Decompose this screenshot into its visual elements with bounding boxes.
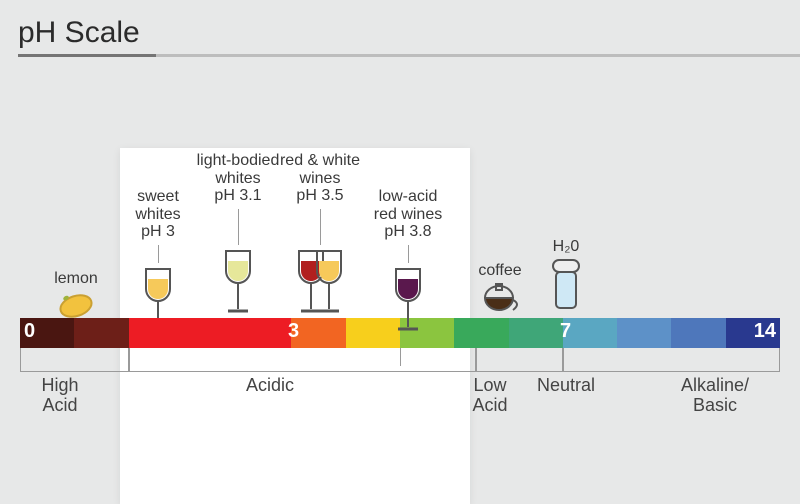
bracket-low-acid (476, 348, 563, 372)
seg-12 (671, 318, 725, 348)
item-label-water: H₂0 (511, 238, 621, 256)
leader-red-white (320, 209, 321, 245)
leader-light-whites (238, 209, 239, 245)
bracket-acidic (129, 348, 476, 372)
leader-low-acid-red (408, 245, 409, 263)
neutral-tick (400, 348, 401, 366)
title-bar: pH Scale (18, 16, 800, 52)
item-water: H₂0 (511, 238, 621, 312)
scale-num-14: 14 (754, 320, 776, 343)
scale-num-0: 0 (24, 320, 35, 343)
page-title: pH Scale (18, 16, 140, 52)
scale-num-7: 7 (560, 320, 571, 343)
bracket-high-acid (20, 348, 129, 372)
group-label-high-acid: High Acid (0, 376, 120, 416)
item-label-low-acid-red: low-acid red wines pH 3.8 (353, 188, 463, 241)
title-rule-accent (18, 54, 156, 57)
diagram-stage: 0 3 7 14 High AcidAcidicLow AcidNeutralA… (20, 70, 780, 490)
group-label-neutral: Neutral (506, 376, 626, 396)
scale-num-3: 3 (288, 320, 299, 343)
bracket-alkaline-basic (563, 348, 780, 372)
group-label-alkaline-basic: Alkaline/ Basic (655, 376, 775, 416)
group-label-acidic: Acidic (210, 376, 330, 396)
seg-11 (617, 318, 671, 348)
highlight-block (129, 318, 292, 348)
seg-5 (291, 318, 345, 348)
leader-sweet-whites (158, 245, 159, 263)
water-icon (511, 256, 621, 312)
